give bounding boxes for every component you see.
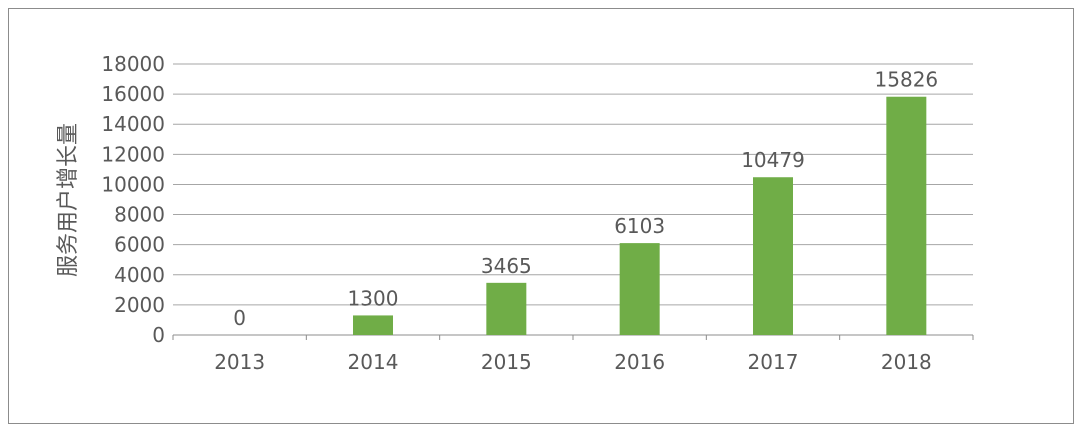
y-tick-label: 10000 xyxy=(101,172,165,196)
data-label-2018: 15826 xyxy=(875,68,939,92)
data-label-2016: 6103 xyxy=(614,214,665,238)
data-label-2017: 10479 xyxy=(741,148,805,172)
data-label-2013: 0 xyxy=(233,306,246,330)
bar-2015 xyxy=(486,282,527,335)
x-tick-label: 2018 xyxy=(881,350,932,374)
y-tick-label: 12000 xyxy=(101,142,165,166)
y-tick-label: 4000 xyxy=(114,263,165,287)
x-tick-label: 2013 xyxy=(214,350,265,374)
bar-2018 xyxy=(886,96,927,335)
data-label-2015: 3465 xyxy=(481,254,532,278)
x-tick-label: 2016 xyxy=(614,350,665,374)
y-tick-label: 18000 xyxy=(101,52,165,76)
bar-2016 xyxy=(619,243,660,335)
chart-frame xyxy=(8,8,1074,424)
y-tick-label: 8000 xyxy=(114,203,165,227)
x-tick-label: 2015 xyxy=(481,350,532,374)
y-tick-label: 2000 xyxy=(114,293,165,317)
bar-2017 xyxy=(753,177,793,335)
y-tick-label: 6000 xyxy=(114,233,165,257)
data-label-2014: 1300 xyxy=(348,286,399,310)
x-tick-label: 2017 xyxy=(748,350,799,374)
bar-2014 xyxy=(353,315,393,335)
x-tick-label: 2014 xyxy=(348,350,399,374)
y-tick-label: 0 xyxy=(152,323,165,347)
y-tick-label: 14000 xyxy=(101,112,165,136)
y-tick-label: 16000 xyxy=(101,82,165,106)
